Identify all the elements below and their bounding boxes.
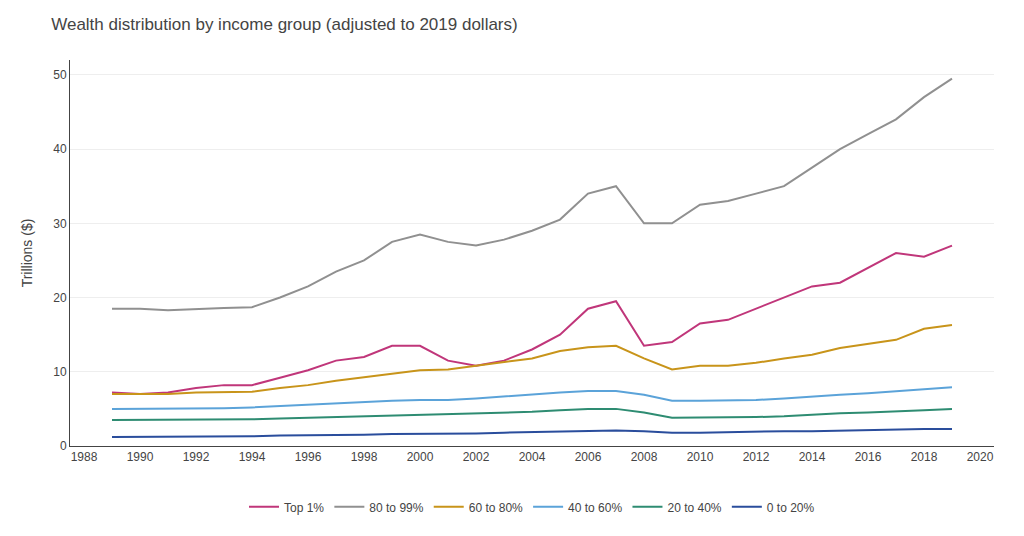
svg-text:Wealth distribution by income: Wealth distribution by income group (adj… [51,15,518,34]
svg-text:2016: 2016 [855,450,882,464]
svg-text:40: 40 [53,142,67,156]
svg-text:Top 1%: Top 1% [284,501,324,515]
svg-text:10: 10 [53,365,67,379]
svg-text:20 to 40%: 20 to 40% [667,501,721,515]
svg-text:60 to 80%: 60 to 80% [469,501,523,515]
svg-text:0 to 20%: 0 to 20% [767,501,815,515]
svg-text:1988: 1988 [71,450,98,464]
svg-text:2020: 2020 [967,450,994,464]
svg-text:80 to 99%: 80 to 99% [369,501,423,515]
svg-text:2010: 2010 [687,450,714,464]
svg-text:1990: 1990 [127,450,154,464]
svg-text:50: 50 [53,68,67,82]
svg-text:30: 30 [53,217,67,231]
svg-text:Trillions ($): Trillions ($) [19,219,35,288]
svg-text:2014: 2014 [799,450,826,464]
svg-text:2006: 2006 [575,450,602,464]
svg-text:1992: 1992 [183,450,210,464]
svg-text:2002: 2002 [463,450,490,464]
svg-text:1998: 1998 [351,450,378,464]
svg-text:1996: 1996 [295,450,322,464]
svg-text:0: 0 [60,439,67,453]
svg-text:1994: 1994 [239,450,266,464]
svg-text:2000: 2000 [407,450,434,464]
svg-text:2008: 2008 [631,450,658,464]
svg-text:2018: 2018 [911,450,938,464]
svg-text:20: 20 [53,291,67,305]
svg-text:2012: 2012 [743,450,770,464]
svg-text:40 to 60%: 40 to 60% [568,501,622,515]
svg-text:2004: 2004 [519,450,546,464]
